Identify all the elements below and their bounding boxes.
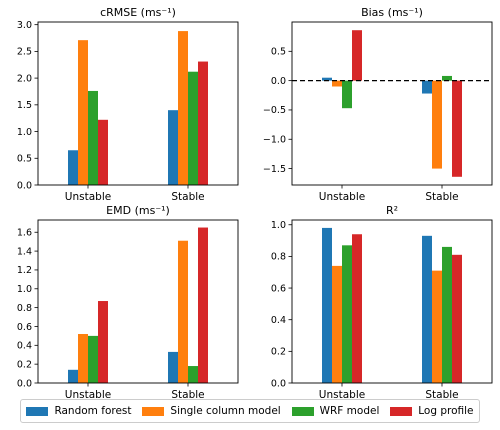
- bar-wrf-model-unstable: [88, 90, 98, 185]
- x-tick-label: Unstable: [65, 191, 111, 203]
- chart-title: R²: [386, 204, 398, 217]
- bar-single-column-model-stable: [178, 31, 188, 185]
- y-tick-label: 0.5: [17, 154, 32, 165]
- chart-title: Bias (ms⁻¹): [361, 6, 423, 19]
- x-tick-label: Stable: [425, 191, 458, 203]
- bar-log-profile-stable: [198, 227, 208, 383]
- x-tick-label: Stable: [171, 191, 204, 203]
- x-tick-label: Unstable: [65, 389, 111, 401]
- y-tick-label: 0.8: [17, 303, 32, 314]
- bar-log-profile-unstable: [352, 234, 362, 383]
- legend-label-random-forest: Random forest: [54, 405, 132, 417]
- y-tick-label: 0.6: [17, 322, 32, 333]
- y-tick-label: 2.0: [17, 73, 32, 84]
- legend-swatch-log-profile: [390, 406, 413, 416]
- plot-frame: [291, 219, 493, 384]
- y-tick-label: 0.4: [17, 341, 32, 352]
- legend-label-log-profile: Log profile: [418, 405, 474, 417]
- y-tick-label: 1.0: [17, 127, 32, 138]
- bar-log-profile-stable: [452, 80, 462, 177]
- bar-single-column-model-unstable: [332, 80, 342, 87]
- y-tick-label: 0.0: [17, 378, 32, 389]
- bar-random-forest-unstable: [322, 77, 332, 81]
- chart-panel-2: EMD (ms⁻¹) 0.0 0.2 0.4 0.6 0.8 1.0 1.2 1.4 1.6 Uns…: [17, 204, 239, 401]
- legend-label-single-column-model: Single column model: [170, 405, 281, 417]
- y-tick-label: 1.6: [17, 228, 32, 239]
- bar-wrf-model-unstable: [342, 80, 352, 109]
- y-tick-label: −1.0: [263, 135, 286, 146]
- bar-single-column-model-stable: [432, 80, 442, 169]
- y-tick-label: −0.5: [263, 105, 286, 116]
- bar-single-column-model-stable: [178, 240, 188, 383]
- chart-title: cRMSE (ms⁻¹): [100, 6, 176, 19]
- legend-item-random-forest: Random forest: [26, 405, 132, 417]
- bar-single-column-model-unstable: [78, 40, 88, 186]
- y-tick-label: 0.5: [271, 47, 286, 58]
- bar-wrf-model-stable: [442, 246, 452, 383]
- y-tick-label: 1.4: [17, 246, 32, 257]
- chart-panel-1: Bias (ms⁻¹) −1.5 −1.0 −0.5 0.0 0.5 Unstable Sta…: [263, 6, 493, 203]
- y-tick-label: 3.0: [17, 20, 32, 31]
- y-tick-label: 1.0: [17, 284, 32, 295]
- plot-frame: [37, 21, 239, 186]
- legend-swatch-random-forest: [26, 406, 49, 416]
- bar-wrf-model-unstable: [342, 245, 352, 383]
- legend-item-log-profile: Log profile: [390, 405, 474, 417]
- bar-random-forest-unstable: [68, 369, 78, 383]
- legend: Random forest Single column model WRF mo…: [20, 399, 480, 423]
- bar-random-forest-unstable: [322, 227, 332, 383]
- bar-single-column-model-stable: [432, 270, 442, 383]
- bar-log-profile-stable: [452, 254, 462, 383]
- plot-frame: [291, 21, 493, 186]
- bar-log-profile-unstable: [98, 119, 108, 185]
- legend-swatch-wrf-model: [291, 406, 314, 416]
- x-tick-label: Unstable: [319, 191, 365, 203]
- y-tick-label: 0.0: [271, 378, 286, 389]
- legend-label-wrf-model: WRF model: [319, 405, 380, 417]
- bar-log-profile-stable: [198, 61, 208, 185]
- chart-title: EMD (ms⁻¹): [106, 204, 170, 217]
- x-tick-label: Stable: [171, 389, 204, 401]
- legend-item-single-column-model: Single column model: [142, 405, 281, 417]
- y-tick-label: 1.5: [17, 100, 32, 111]
- bar-random-forest-stable: [168, 351, 178, 383]
- bar-log-profile-unstable: [98, 301, 108, 383]
- x-tick-label: Unstable: [319, 389, 365, 401]
- y-tick-label: 0.0: [17, 180, 32, 191]
- bar-wrf-model-unstable: [88, 335, 98, 383]
- y-tick-label: 0.4: [271, 315, 286, 326]
- y-tick-label: 0.6: [271, 283, 286, 294]
- bar-wrf-model-stable: [188, 366, 198, 383]
- y-tick-label: 0.8: [271, 252, 286, 263]
- bar-log-profile-unstable: [352, 30, 362, 81]
- x-tick-label: Stable: [425, 389, 458, 401]
- bar-wrf-model-stable: [442, 75, 452, 81]
- bar-single-column-model-unstable: [332, 265, 342, 383]
- legend-item-wrf-model: WRF model: [291, 405, 380, 417]
- bar-random-forest-stable: [422, 235, 432, 383]
- legend-swatch-single-column-model: [142, 406, 165, 416]
- bar-random-forest-unstable: [68, 150, 78, 185]
- y-tick-label: 0.0: [271, 76, 286, 87]
- chart-panel-3: R² 0.0 0.2 0.4 0.6 0.8 1.0 Unstable Stable: [271, 204, 493, 401]
- y-tick-label: 1.0: [271, 220, 286, 231]
- y-tick-label: 0.2: [271, 347, 286, 358]
- y-tick-label: −1.5: [263, 164, 286, 175]
- plot-frame: [37, 219, 239, 384]
- bar-single-column-model-unstable: [78, 334, 88, 383]
- y-tick-label: 2.5: [17, 47, 32, 58]
- chart-panel-0: cRMSE (ms⁻¹) 0.0 0.5 1.0 1.5 2.0 2.5 3.0 Unstabl…: [17, 6, 239, 203]
- y-tick-label: 1.2: [17, 265, 32, 276]
- y-tick-label: 0.2: [17, 359, 32, 370]
- bar-random-forest-stable: [168, 110, 178, 185]
- bar-random-forest-stable: [422, 80, 432, 94]
- bar-wrf-model-stable: [188, 71, 198, 185]
